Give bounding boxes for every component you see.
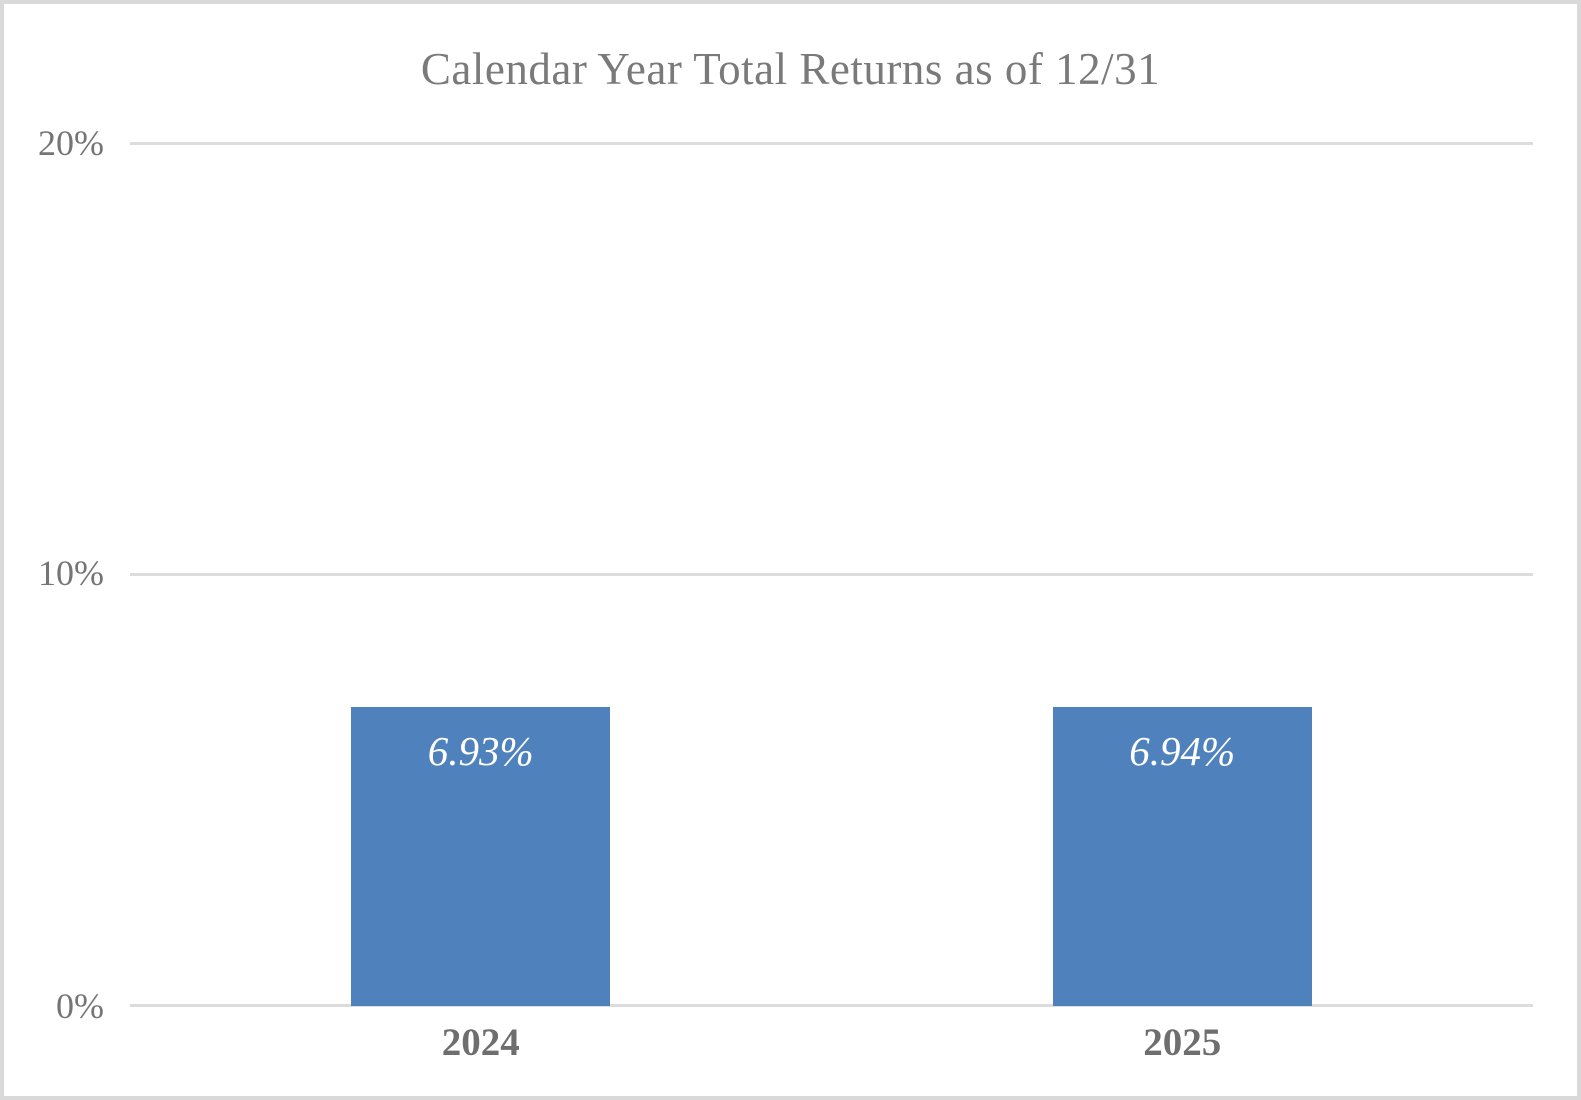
bar-2024: 6.93%	[351, 706, 611, 1006]
bar-value-label-2025: 6.94%	[1129, 727, 1236, 774]
gridline-10pct	[130, 573, 1533, 576]
x-axis-label-2024: 2024	[441, 1021, 520, 1064]
y-axis-tick-0pct: 0%	[56, 986, 104, 1026]
x-axis-label-2025: 2025	[1143, 1021, 1222, 1064]
x-axis-baseline	[130, 1004, 1533, 1007]
y-axis-tick-20pct: 20%	[38, 123, 104, 163]
gridline-20pct	[130, 142, 1533, 145]
plot-area: 6.93% 6.94%	[130, 142, 1533, 1007]
x-axis-labels: 2024 2025	[130, 1019, 1533, 1067]
bar-slot-2024: 6.93%	[130, 143, 832, 1006]
y-axis-tick-10pct: 10%	[38, 553, 104, 593]
bar-value-label-2024: 6.93%	[427, 727, 534, 774]
bars-row: 6.93% 6.94%	[130, 143, 1533, 1006]
chart-title: Calendar Year Total Returns as of 12/31	[420, 44, 1161, 94]
bar-2025: 6.94%	[1052, 706, 1312, 1006]
bar-slot-2025: 6.94%	[832, 143, 1534, 1006]
